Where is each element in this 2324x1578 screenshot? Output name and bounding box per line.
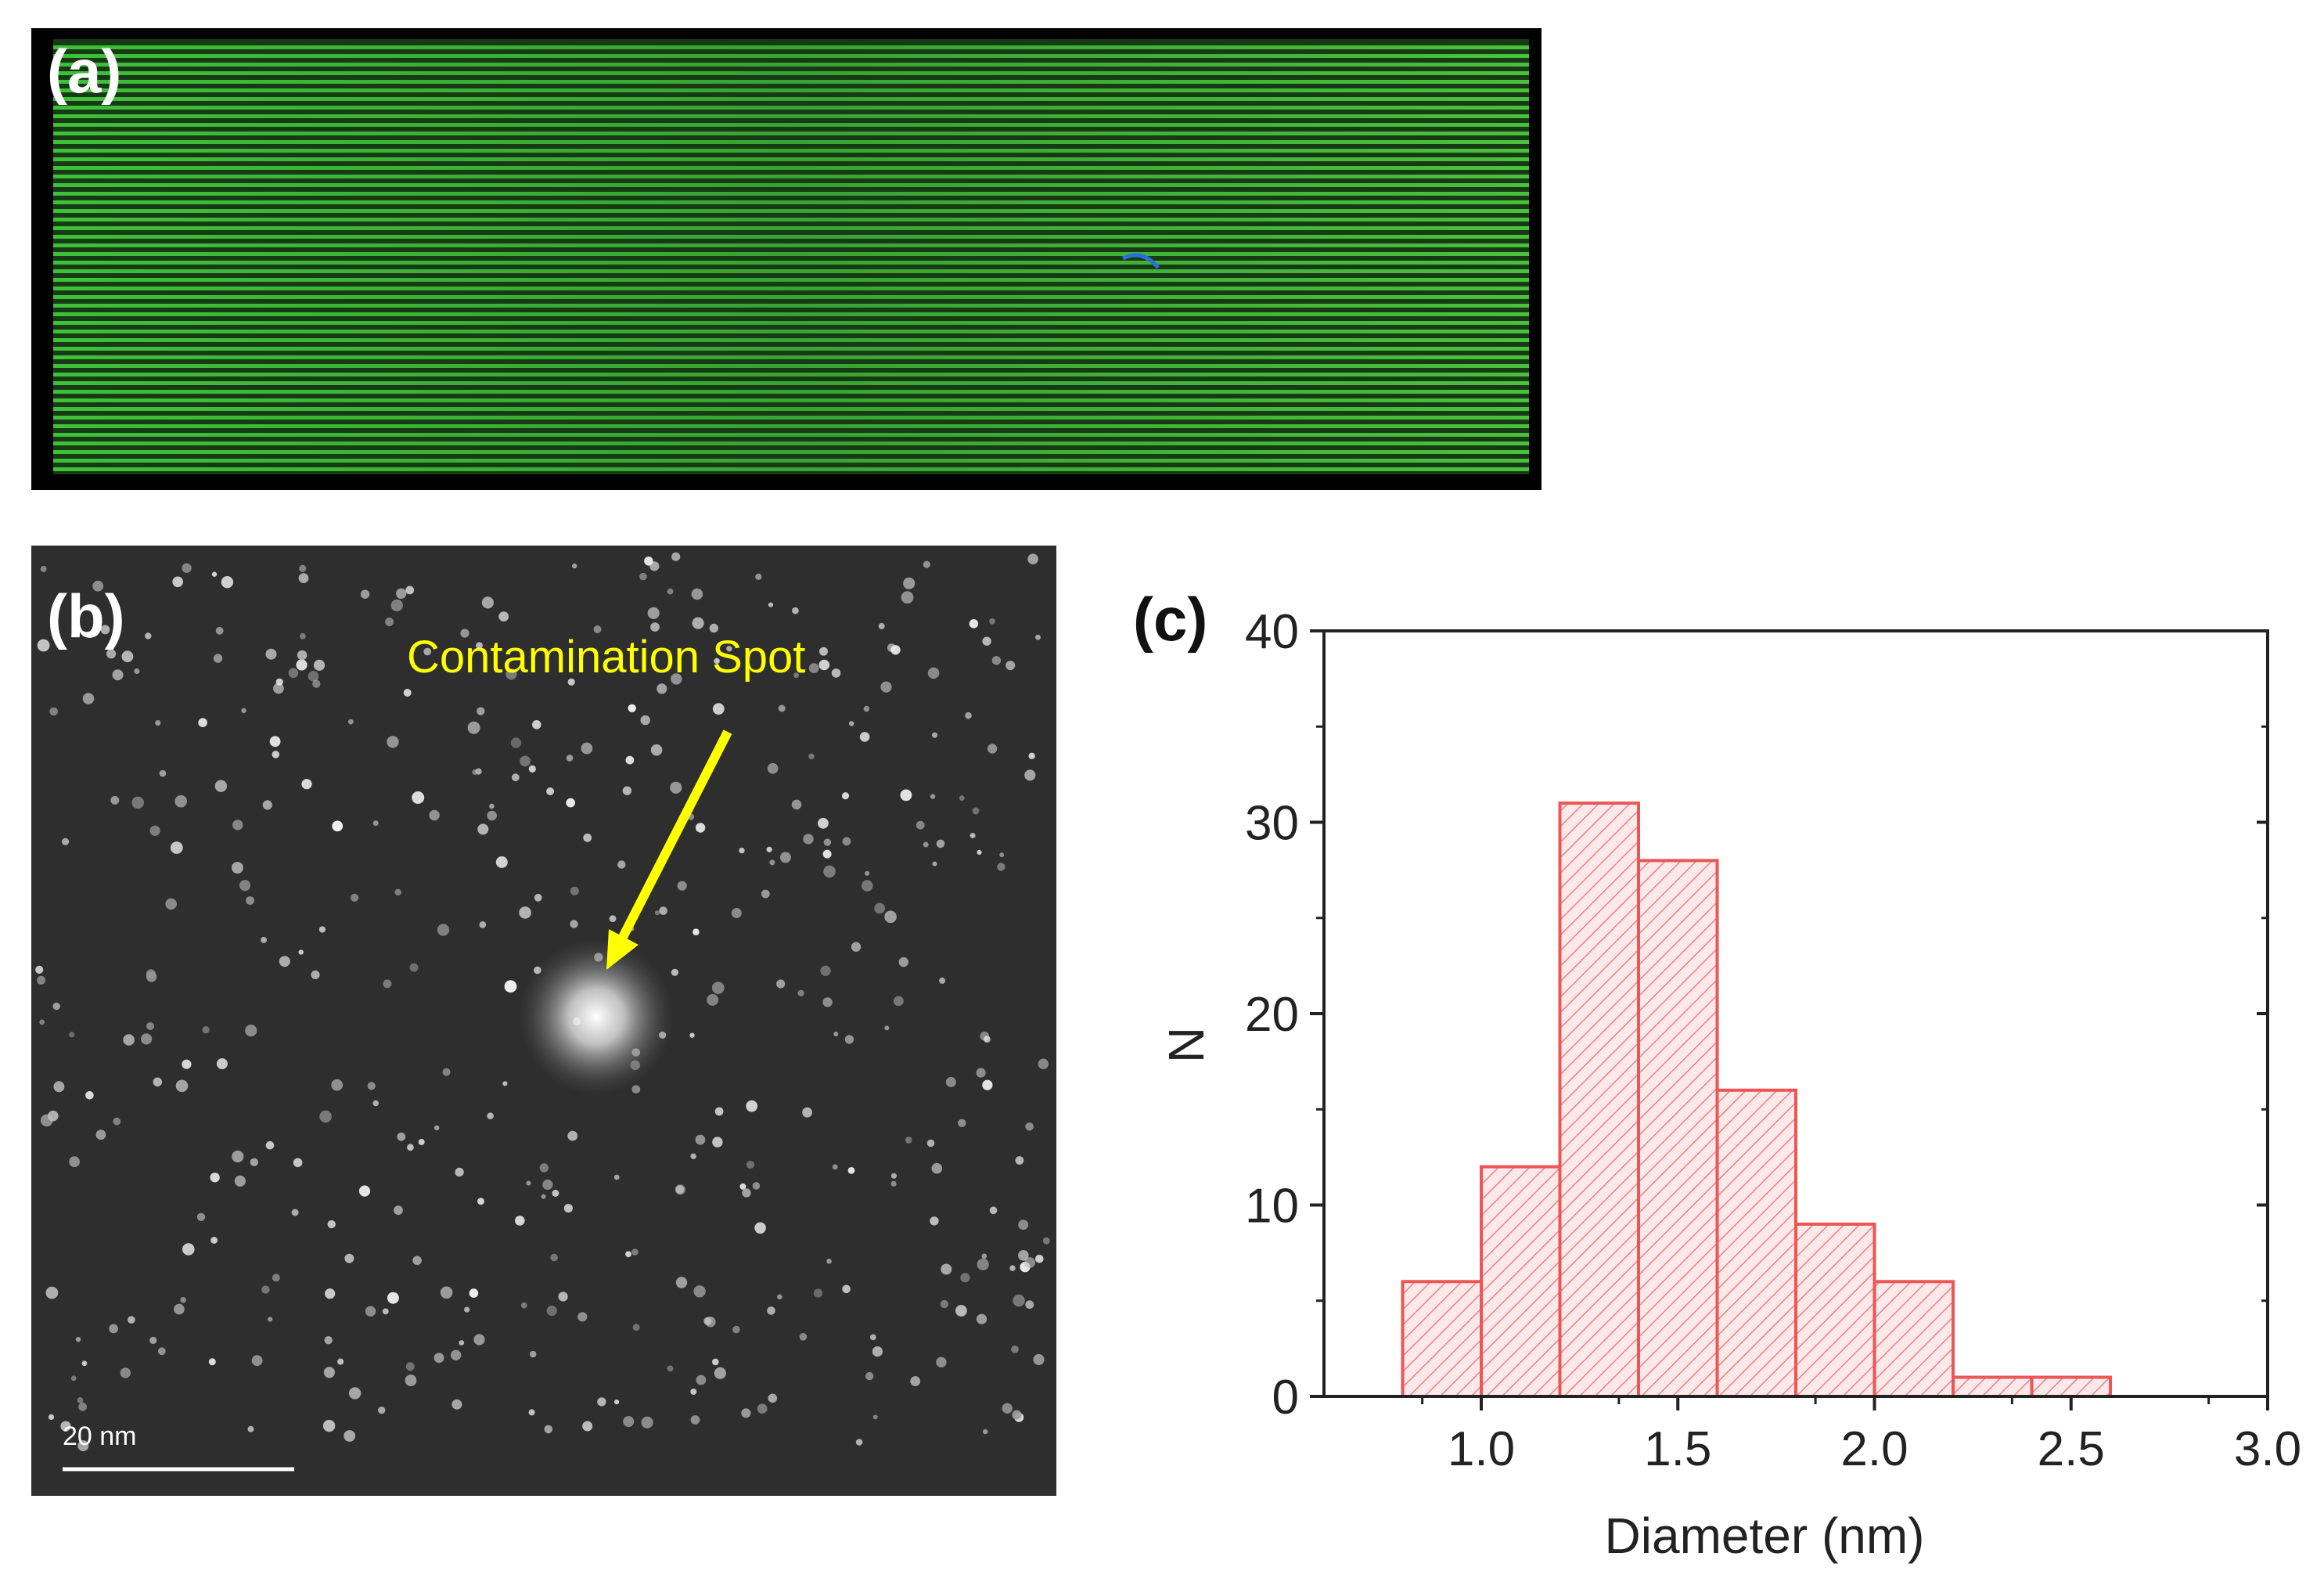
plot-frame — [1322, 629, 2269, 1398]
histogram-bar-7 — [1952, 1375, 2034, 1399]
panel-b-label: (b) — [47, 582, 125, 650]
y-tick-label-4: 40 — [1245, 605, 1299, 659]
x-axis-label: Diameter (nm) — [1605, 1508, 1925, 1564]
x-tick-label-3: 2.5 — [2038, 1422, 2105, 1476]
contamination-spot — [518, 939, 675, 1095]
histogram-bar-1 — [1480, 1165, 1562, 1398]
histogram-bar-5 — [1794, 1222, 1876, 1398]
y-tick-label-1: 10 — [1245, 1180, 1299, 1234]
y-tick-label-0: 0 — [1272, 1371, 1299, 1425]
histogram-bar-8 — [2030, 1375, 2112, 1399]
annotation-arrow-head — [606, 929, 639, 970]
y-axis-label: N — [1158, 1027, 1214, 1063]
panel-c-label: (c) — [1133, 585, 1208, 654]
histogram-bar-4 — [1715, 1088, 1797, 1399]
y-tick-label-3: 30 — [1245, 797, 1299, 851]
particle-field — [31, 546, 1056, 1496]
x-tick-label-2: 2.0 — [1840, 1422, 1908, 1476]
x-tick-label-4: 3.0 — [2234, 1422, 2301, 1476]
histogram-bar-6 — [1873, 1280, 1955, 1399]
scale-bar-label: 20 nm — [63, 1421, 137, 1451]
histogram-bar-3 — [1637, 859, 1719, 1398]
histogram-bar-0 — [1401, 1280, 1483, 1399]
histogram-bar-2 — [1558, 802, 1640, 1399]
stripe-pattern — [53, 39, 1529, 474]
annotation-arrow-shaft — [615, 730, 732, 946]
y-tick-label-2: 20 — [1245, 988, 1299, 1042]
panel-a-image — [31, 28, 1542, 490]
annotation-text: Contamination Spot — [407, 632, 806, 683]
x-tick-label-1: 1.5 — [1644, 1422, 1711, 1476]
x-tick-label-0: 1.0 — [1448, 1422, 1515, 1476]
panel-b-image — [31, 546, 1056, 1496]
panel-a-label: (a) — [47, 37, 122, 106]
